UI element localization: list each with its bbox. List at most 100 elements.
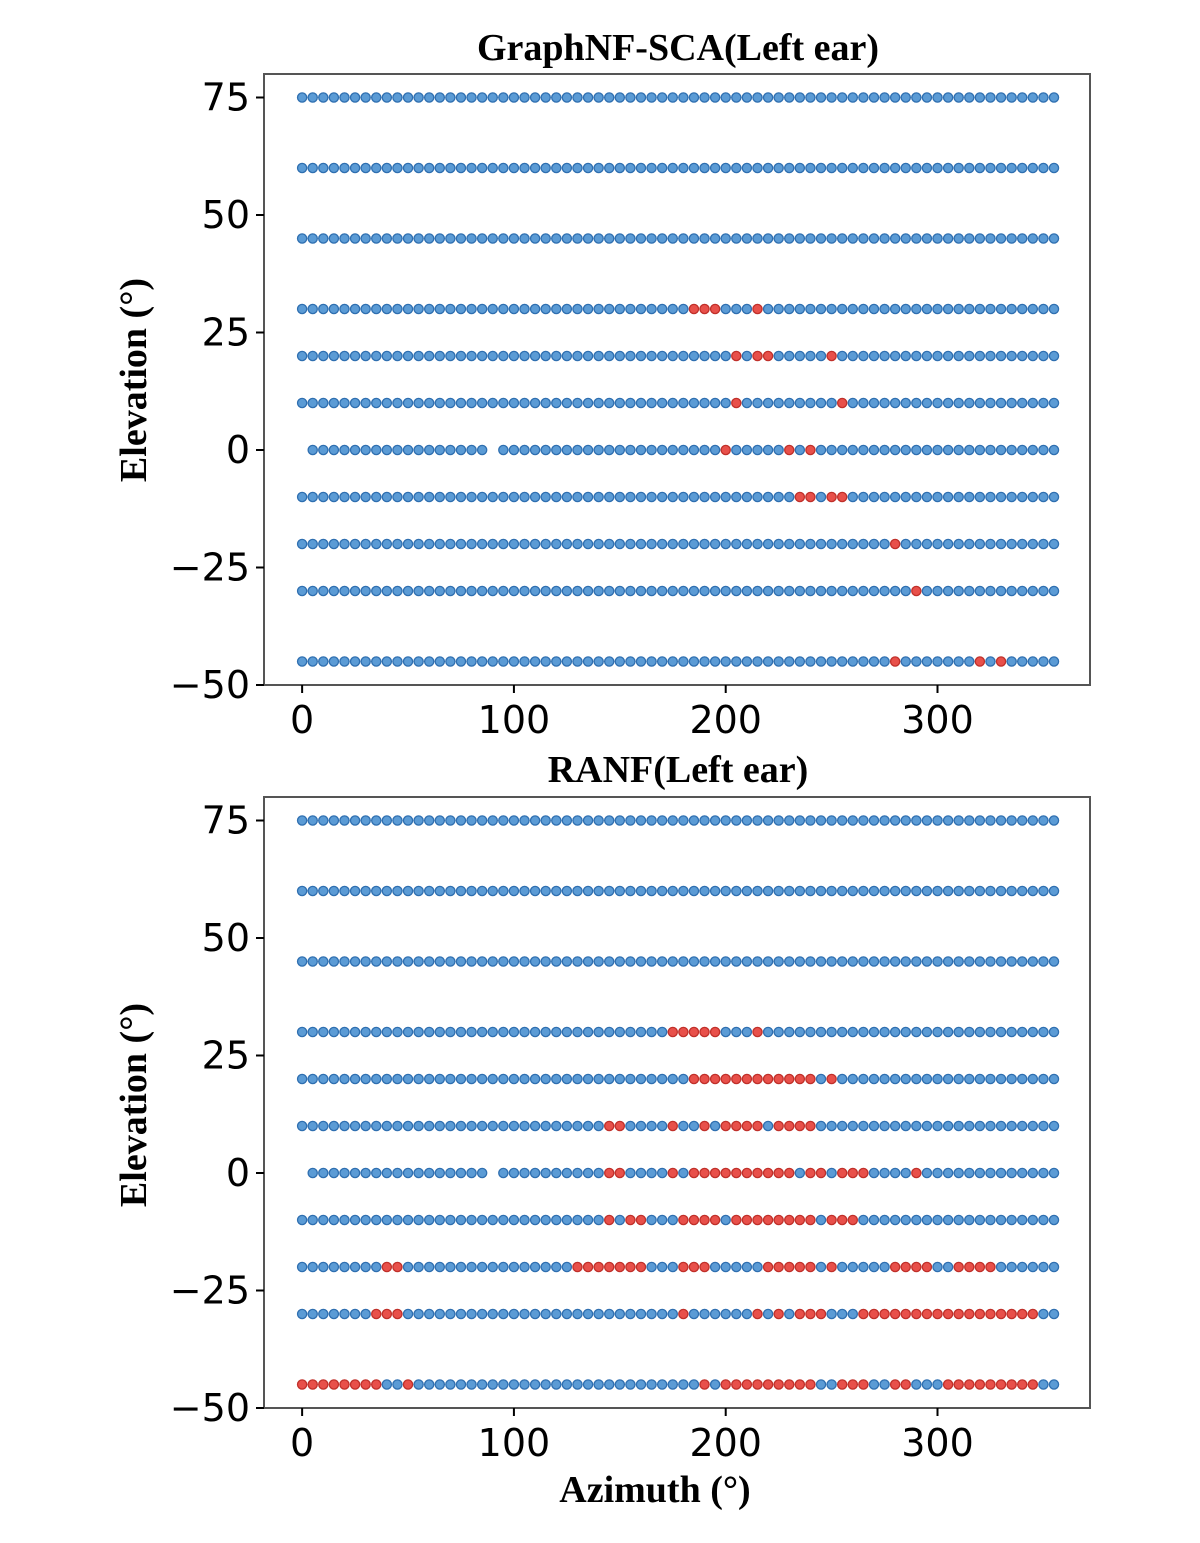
correct-point — [381, 538, 393, 550]
correct-point — [678, 491, 689, 503]
error-point — [995, 656, 1007, 667]
error-point — [953, 1261, 964, 1273]
correct-point — [339, 92, 350, 103]
correct-point — [699, 92, 710, 103]
correct-point — [307, 1214, 318, 1226]
correct-point — [307, 538, 318, 550]
correct-point — [879, 1379, 890, 1390]
error-point — [709, 303, 721, 315]
correct-point — [826, 233, 837, 244]
correct-point — [561, 1379, 573, 1390]
correct-point — [731, 444, 742, 456]
correct-point — [836, 815, 848, 826]
correct-point — [815, 956, 827, 967]
correct-point — [1048, 1026, 1060, 1038]
error-point — [815, 1167, 827, 1179]
correct-point — [498, 1379, 509, 1390]
correct-point — [709, 491, 721, 503]
correct-point — [911, 656, 922, 667]
correct-point — [561, 350, 573, 362]
correct-point — [900, 444, 911, 456]
correct-point — [932, 1261, 943, 1273]
correct-point — [434, 585, 446, 597]
correct-point — [296, 397, 308, 409]
correct-point — [678, 585, 689, 597]
error-point — [805, 1261, 816, 1273]
correct-point — [582, 1308, 594, 1320]
error-point — [688, 303, 700, 315]
correct-point — [688, 350, 700, 362]
correct-point — [879, 444, 890, 456]
correct-point — [487, 1308, 498, 1320]
correct-point — [995, 303, 1007, 315]
error-point — [731, 1214, 742, 1226]
correct-point — [349, 444, 361, 456]
correct-point — [603, 444, 615, 456]
correct-point — [942, 444, 954, 456]
correct-point — [720, 162, 731, 174]
correct-point — [593, 815, 604, 826]
error-point — [847, 1167, 859, 1179]
correct-point — [784, 656, 795, 667]
correct-point — [1048, 538, 1060, 550]
correct-point — [476, 885, 488, 897]
correct-point — [667, 233, 679, 244]
correct-point — [1016, 350, 1028, 362]
error-point — [731, 350, 742, 362]
correct-point — [1048, 233, 1060, 244]
correct-point — [731, 303, 742, 315]
correct-point — [942, 233, 954, 244]
correct-point — [551, 885, 562, 897]
correct-point — [985, 956, 996, 967]
correct-point — [318, 656, 329, 667]
correct-point — [921, 491, 933, 503]
correct-point — [328, 885, 340, 897]
error-point — [805, 1073, 816, 1085]
correct-point — [646, 444, 657, 456]
correct-point — [1016, 956, 1028, 967]
correct-point — [614, 956, 626, 967]
correct-point — [423, 1214, 435, 1226]
correct-point — [349, 815, 361, 826]
error-point — [709, 1026, 721, 1038]
correct-point — [805, 656, 816, 667]
correct-point — [858, 585, 869, 597]
correct-point — [360, 956, 371, 967]
correct-point — [551, 1026, 562, 1038]
correct-point — [339, 815, 350, 826]
correct-point — [995, 1261, 1007, 1273]
correct-point — [921, 585, 933, 597]
correct-point — [540, 815, 551, 826]
correct-point — [572, 1167, 583, 1179]
correct-point — [603, 350, 615, 362]
correct-point — [1016, 538, 1028, 550]
correct-point — [900, 656, 911, 667]
correct-point — [847, 956, 859, 967]
correct-point — [667, 656, 679, 667]
correct-point — [836, 1120, 848, 1132]
correct-point — [423, 1120, 435, 1132]
correct-point — [413, 444, 424, 456]
correct-point — [413, 585, 424, 597]
correct-point — [932, 538, 943, 550]
correct-point — [911, 303, 922, 315]
correct-point — [731, 233, 742, 244]
correct-point — [879, 656, 890, 667]
correct-point — [625, 1379, 636, 1390]
correct-point — [349, 1214, 361, 1226]
error-point — [805, 1120, 816, 1132]
correct-point — [826, 815, 837, 826]
error-point — [942, 1308, 954, 1320]
correct-point — [985, 656, 996, 667]
correct-point — [836, 444, 848, 456]
error-point — [360, 1379, 371, 1390]
correct-point — [508, 885, 520, 897]
correct-point — [392, 656, 403, 667]
correct-point — [974, 397, 986, 409]
correct-point — [858, 444, 869, 456]
correct-point — [667, 885, 679, 897]
correct-point — [519, 350, 530, 362]
error-point — [974, 1379, 986, 1390]
correct-point — [699, 538, 710, 550]
correct-point — [1038, 397, 1049, 409]
